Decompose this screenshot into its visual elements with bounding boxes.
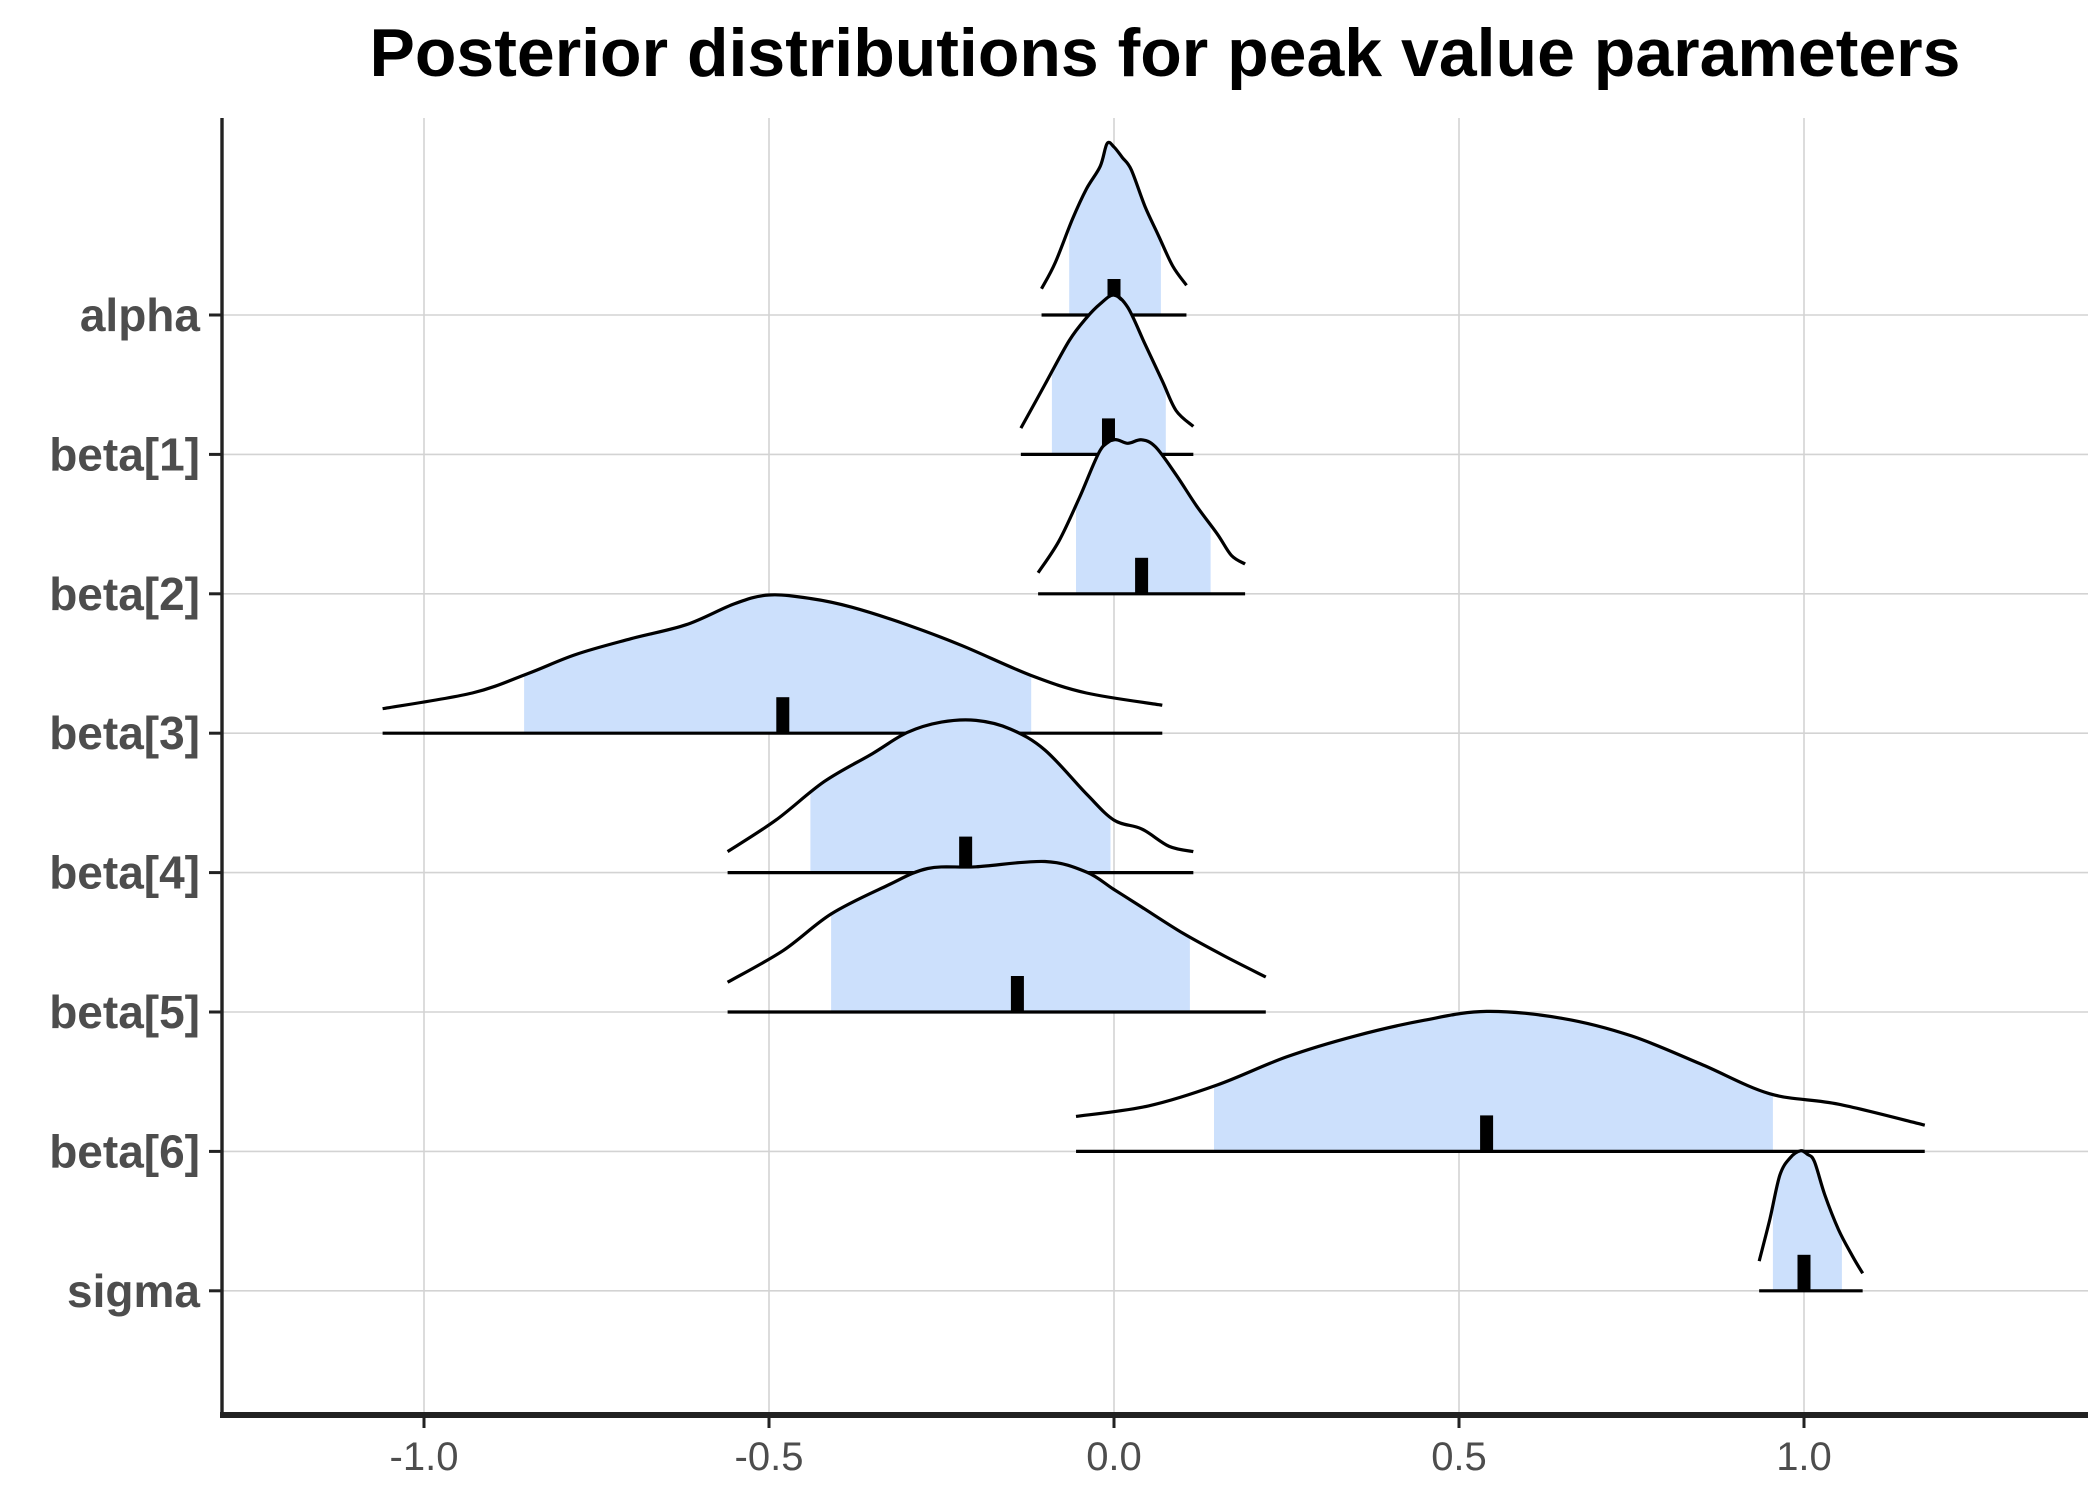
median-marker bbox=[776, 697, 790, 734]
y-tick-label: beta[6] bbox=[49, 1125, 200, 1177]
y-tick-label: beta[3] bbox=[49, 707, 200, 759]
ridge-beta3 bbox=[382, 593, 1163, 735]
density-curve bbox=[1019, 293, 1195, 429]
median-marker bbox=[959, 836, 973, 873]
x-tick-label: 1.0 bbox=[1776, 1435, 1832, 1479]
axes bbox=[209, 118, 2088, 1428]
ci-inner-area bbox=[831, 861, 1190, 1012]
ridge-beta2 bbox=[1036, 438, 1246, 596]
density-curve bbox=[1757, 1149, 1865, 1275]
y-tick-label: beta[5] bbox=[49, 986, 200, 1038]
y-tick-label: alpha bbox=[80, 289, 201, 341]
density-curve bbox=[726, 718, 1194, 854]
ci-inner-area bbox=[1051, 295, 1166, 455]
y-tick-label: beta[2] bbox=[49, 568, 200, 620]
ridge-beta6 bbox=[1075, 1009, 1926, 1154]
ci-inner-area bbox=[810, 720, 1111, 873]
x-tick-label: 0.5 bbox=[1431, 1435, 1487, 1479]
density-curve bbox=[1040, 140, 1188, 290]
x-tick-label: 0.0 bbox=[1086, 1435, 1142, 1479]
density-curve bbox=[1075, 1009, 1926, 1127]
x-tick-label: -0.5 bbox=[735, 1435, 804, 1479]
x-axis-labels: -1.0 -0.5 0.0 0.5 1.0 bbox=[390, 1435, 1832, 1479]
density-curve bbox=[1036, 438, 1246, 574]
median-marker bbox=[1010, 976, 1024, 1012]
ci-inner-area bbox=[1772, 1150, 1842, 1291]
ridges bbox=[382, 140, 1926, 1293]
ci-inner-area bbox=[524, 595, 1032, 734]
y-tick-label: beta[4] bbox=[49, 847, 200, 899]
chart-title: Posterior distributions for peak value p… bbox=[370, 15, 1961, 91]
ci-inner-area bbox=[1214, 1011, 1773, 1152]
y-tick-label: beta[1] bbox=[49, 428, 200, 480]
median-marker bbox=[1135, 557, 1149, 594]
median-marker bbox=[1797, 1254, 1811, 1291]
ridge-sigma bbox=[1757, 1149, 1865, 1293]
density-curve bbox=[726, 859, 1267, 984]
density-curve bbox=[382, 593, 1163, 711]
ridge-beta5 bbox=[726, 859, 1267, 1014]
ridge-beta1 bbox=[1019, 293, 1195, 456]
y-tick-label: sigma bbox=[67, 1265, 200, 1317]
x-tick-label: -1.0 bbox=[390, 1435, 459, 1479]
ridge-alpha bbox=[1040, 140, 1188, 317]
ridge-beta4 bbox=[726, 718, 1194, 875]
y-axis-labels: alpha beta[1] beta[2] beta[3] beta[4] beta[5]… bbox=[49, 289, 200, 1317]
ci-inner-area bbox=[1069, 143, 1161, 315]
median-marker bbox=[1480, 1115, 1494, 1152]
